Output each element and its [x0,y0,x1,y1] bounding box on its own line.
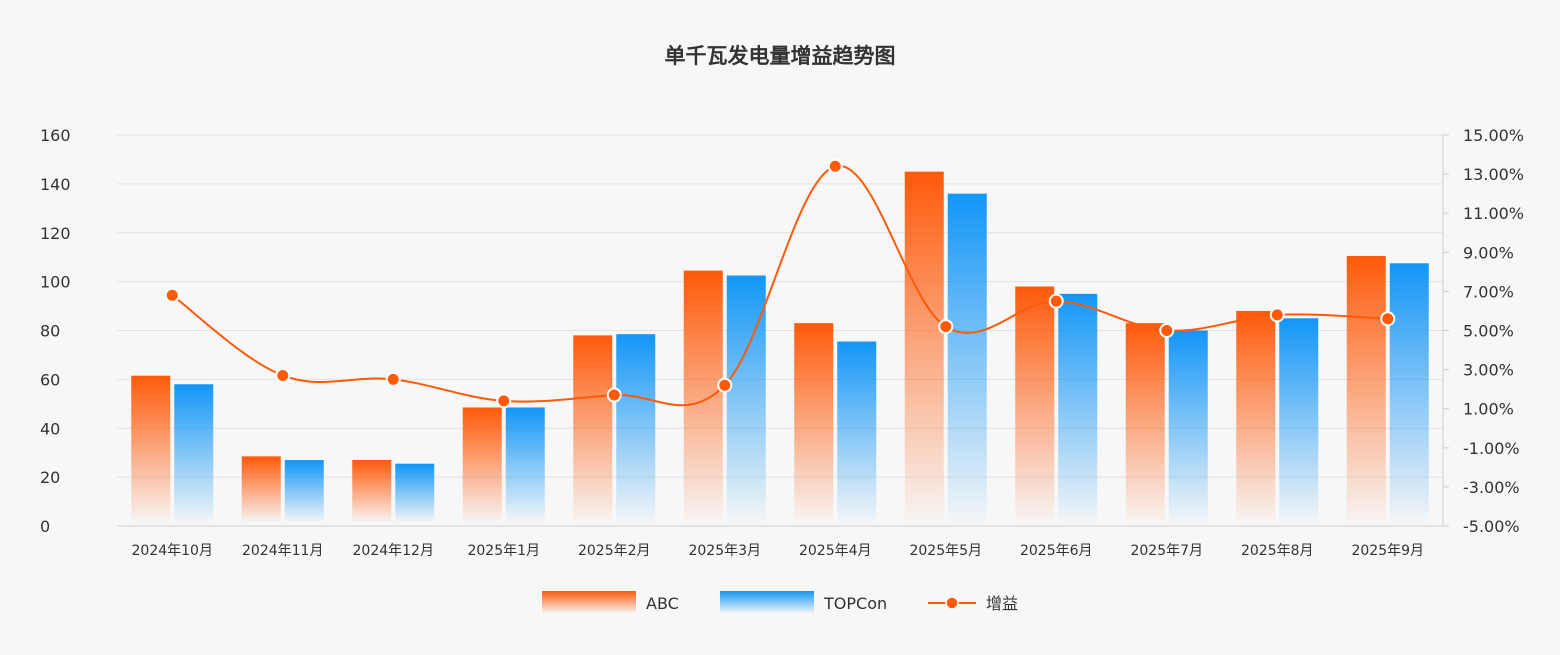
x-tick: 2025年6月 [1020,543,1093,559]
legend-item-topcon[interactable]: TOPCon [720,591,887,613]
y-left-tick: 60 [40,370,60,389]
x-tick: 2025年5月 [909,543,982,559]
y-left-tick: 20 [40,468,60,487]
bar-topcon [947,193,987,522]
bar-abc [1015,286,1055,522]
bar-topcon [1168,330,1208,522]
x-tick: 2024年11月 [242,543,323,559]
legend-item-abc[interactable]: ABC [542,591,679,613]
bar-topcon [1389,263,1429,522]
bar-abc [352,460,392,522]
gain-point [717,377,733,393]
bar-topcon [726,275,766,522]
y-right-tick: 1.00% [1463,400,1514,419]
gain-point [1159,323,1175,338]
gain-point [938,319,954,335]
x-tick: 2025年3月 [688,543,761,559]
y-left-tick: 80 [40,322,60,341]
gain-point [164,287,180,303]
bar-abc [462,407,502,522]
bar-abc [794,323,834,522]
y-right-tick: 3.00% [1463,361,1514,380]
x-tick: 2025年4月 [799,543,872,559]
y-right-tick: -1.00% [1463,439,1520,458]
gain-point [275,367,291,383]
bar-topcon [1058,293,1098,522]
bar-abc [1236,310,1276,522]
bars [131,171,1429,522]
y-left-tick: 100 [40,273,71,292]
y-left-tick: 160 [40,126,71,145]
grid-lines [117,134,1443,527]
y-left-tick: 40 [40,419,60,438]
y-right-tick: 13.00% [1463,165,1524,184]
bar-topcon [174,384,214,522]
x-tick: 2024年12月 [353,543,434,559]
y-right-tick: 7.00% [1463,282,1514,301]
chart-title: 单千瓦发电量增益趋势图 [664,44,896,68]
legend-label-topcon: TOPCon [823,594,887,613]
gain-point [1380,311,1396,327]
y-left-tick: 0 [40,517,50,536]
bar-topcon [505,407,545,522]
legend-label-gain: 增益 [986,594,1018,613]
x-tick: 2024年10月 [132,543,213,559]
y-left-tick: 140 [40,175,71,194]
bar-topcon [1279,318,1319,522]
gain-line [164,158,1396,409]
bar-abc [573,335,613,522]
x-tick: 2025年7月 [1130,543,1203,559]
bar-topcon [837,341,877,522]
gain-point [385,371,401,387]
y-right-tick: -3.00% [1463,478,1520,497]
legend-swatch-abc [542,591,636,613]
y-right-tick: 9.00% [1463,243,1514,262]
x-tick: 2025年2月 [578,543,651,559]
legend[interactable]: ABC TOPCon 增益 [542,591,1018,613]
legend-item-gain[interactable]: 增益 [928,594,1018,613]
gain-point [606,387,622,403]
bar-topcon [395,463,435,522]
y-right-tick: 5.00% [1463,322,1514,341]
gain-point [496,393,512,409]
x-tick: 2025年1月 [467,543,540,559]
bar-topcon [284,460,324,522]
y-right-tick: -5.00% [1463,517,1520,536]
x-axis: 2024年10月 2024年11月 2024年12月 2025年1月 2025年2月 20… [132,543,1425,559]
y-axis-left: 0 20 40 60 80 100 120 140 160 [40,126,71,536]
legend-swatch-gain-dot [945,596,959,610]
legend-swatch-topcon [720,591,814,613]
gain-point [827,158,843,174]
bar-abc [1125,323,1165,522]
bar-topcon [616,334,656,522]
y-left-tick: 120 [40,224,71,243]
bar-abc [683,270,723,522]
bar-abc [131,375,171,522]
bar-abc [904,171,944,522]
x-tick: 2025年9月 [1351,543,1424,559]
y-right-tick: 15.00% [1463,126,1524,145]
gain-point [1048,293,1064,309]
y-right-tick: 11.00% [1463,204,1524,223]
x-tick: 2025年8月 [1241,543,1314,559]
gain-point [1269,307,1285,323]
y-axis-right: -5.00% -3.00% -1.00% 1.00% 3.00% 5.00% 7.00% 9.… [1442,126,1524,536]
legend-label-abc: ABC [646,594,679,613]
bar-abc [241,456,281,522]
bar-abc [1346,255,1386,522]
